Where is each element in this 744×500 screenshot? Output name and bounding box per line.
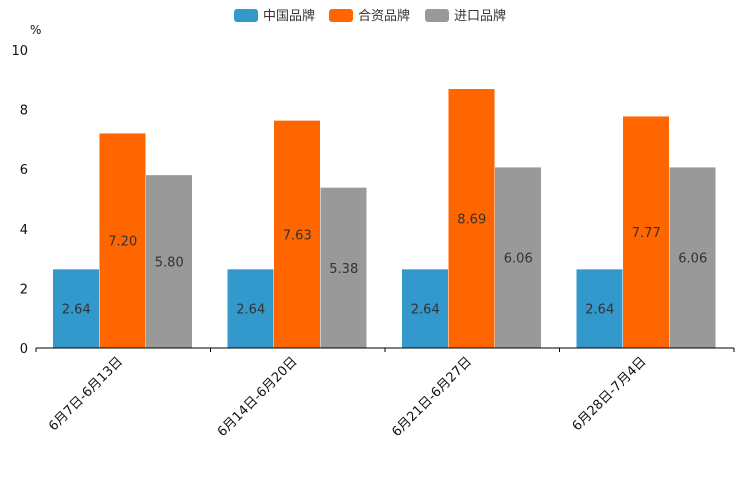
bar-2-2 <box>274 120 320 348</box>
bar-value-label: 7.63 <box>283 228 312 243</box>
bar-1-4 <box>576 269 623 348</box>
bar-value-label: 2.64 <box>585 303 614 318</box>
bar-3-4 <box>669 167 716 348</box>
legend-swatch <box>425 9 449 22</box>
legend: 中国品牌 合资品牌 进口品牌 <box>234 8 506 24</box>
y-tick-label: 10 <box>11 44 28 59</box>
bar-value-label: 2.64 <box>236 303 265 318</box>
y-tick-label: 0 <box>20 342 28 357</box>
legend-label: 进口品牌 <box>454 8 506 24</box>
bar-value-label: 6.06 <box>678 252 707 267</box>
legend-item[interactable]: 中国品牌 <box>234 8 315 24</box>
bar-3-2 <box>320 187 367 348</box>
bar-value-label: 2.64 <box>62 303 91 318</box>
bars <box>53 89 716 349</box>
bar-2-4 <box>623 116 669 348</box>
bar-value-label: 5.38 <box>329 262 358 277</box>
bar-3-1 <box>146 175 192 348</box>
x-axis: 6月7日-6月13日 6月14日-6月20日 6月21日-6月27日 6月28日-7月… <box>35 348 735 440</box>
legend-label: 中国品牌 <box>263 8 315 24</box>
x-category-label: 6月21日-6月27日 <box>389 354 475 440</box>
y-tick-label: 2 <box>20 282 28 297</box>
bar-1-1 <box>53 269 99 348</box>
bar-1-3 <box>402 269 448 348</box>
bar-value-label: 6.06 <box>504 252 533 267</box>
y-tick-label: 4 <box>20 223 28 238</box>
y-axis-unit-label: % <box>30 23 41 37</box>
bar-2-3 <box>448 89 495 349</box>
legend-swatch <box>329 9 353 22</box>
bar-value-label: 7.20 <box>108 235 137 250</box>
bar-3-3 <box>495 167 541 348</box>
x-category-label: 6月14日-6月20日 <box>215 354 301 440</box>
bar-value-label: 7.77 <box>632 226 661 241</box>
bar-value-label: 5.80 <box>155 256 184 271</box>
x-category-label: 6月7日-6月13日 <box>46 354 126 434</box>
bar-2-1 <box>99 133 146 348</box>
bar-1-2 <box>227 269 274 348</box>
legend-swatch <box>234 9 258 22</box>
y-tick-label: 6 <box>20 163 28 178</box>
bar-value-label: 8.69 <box>457 213 486 228</box>
y-axis: 0 2 4 6 8 10 <box>11 44 28 357</box>
legend-label: 合资品牌 <box>358 8 410 24</box>
bar-value-label: 2.64 <box>411 303 440 318</box>
legend-item[interactable]: 进口品牌 <box>425 8 506 24</box>
y-tick-label: 8 <box>20 104 28 119</box>
x-category-label: 6月28日-7月4日 <box>570 354 650 434</box>
legend-item[interactable]: 合资品牌 <box>329 8 410 24</box>
bar-labels: 2.64 7.20 5.80 2.64 7.63 5.38 2.64 8.69 6.06 2.64… <box>62 213 707 318</box>
